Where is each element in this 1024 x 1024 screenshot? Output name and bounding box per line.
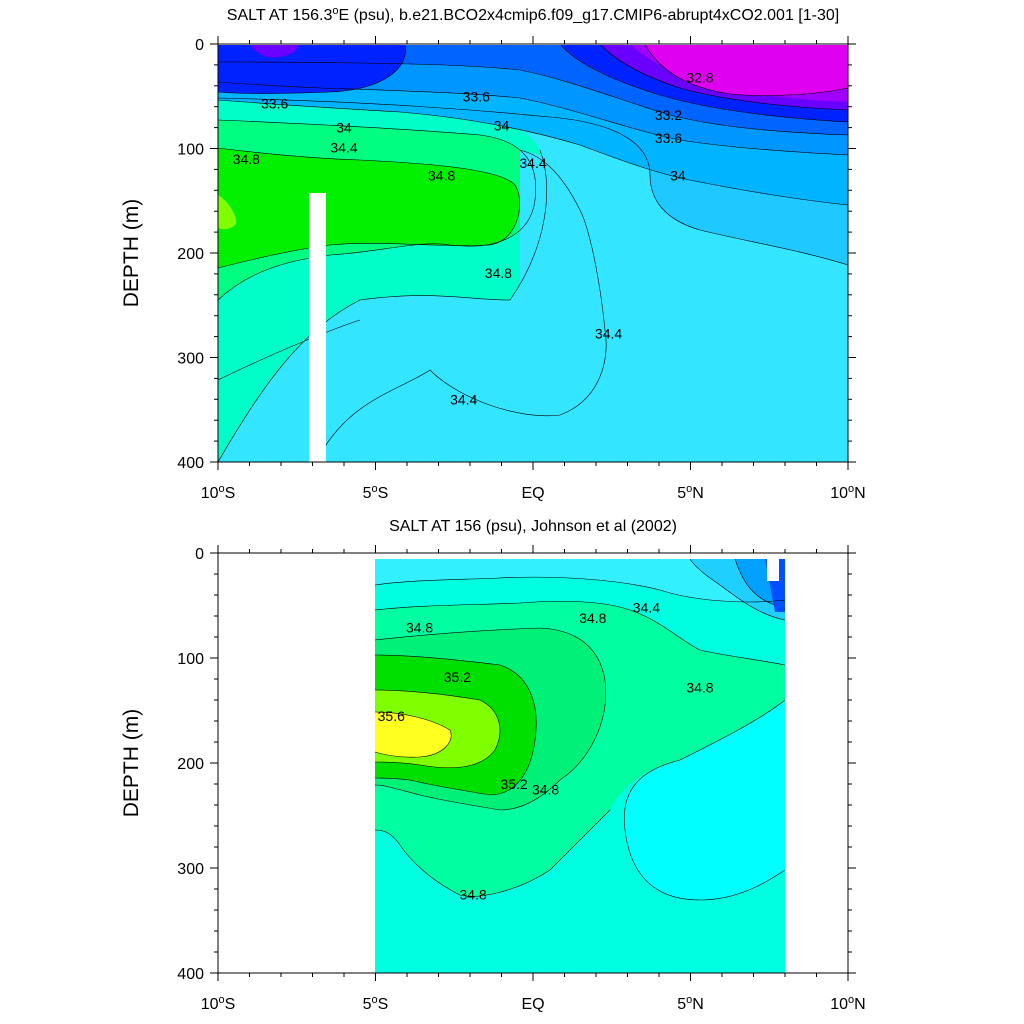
contour-label: 34.4	[450, 391, 477, 407]
x-tick-label: 5oS	[363, 483, 389, 502]
panel-model-fill	[218, 44, 848, 462]
contour-label: 34.8	[579, 610, 606, 626]
panel-model-title: SALT AT 156.3oE (psu), b.e21.BCO2x4cmip6…	[227, 5, 839, 24]
panel-obs-contour-labels: 34.8 34.8 34.4 35.2 35.6 35.2 34.8 34.8 34.8	[378, 600, 714, 903]
fill-35-2	[218, 195, 237, 230]
y-tick-label: 200	[177, 756, 204, 773]
fill-34-4-right	[520, 150, 848, 462]
panel-obs-fill	[374, 558, 786, 973]
obs-gap	[767, 559, 779, 581]
panel-obs: SALT AT 156 (psu), Johnson et al (2002)	[120, 518, 866, 1013]
fill-32-8	[645, 44, 848, 96]
contour-label: 34.8	[406, 620, 433, 636]
fill-obs-35-6	[375, 712, 452, 758]
contour-label: 34.8	[460, 886, 487, 902]
fill-obs-34-4-right	[624, 700, 785, 900]
contour-lines-model	[218, 44, 848, 462]
x-tick-label: 10oS	[201, 483, 236, 502]
y-tick-label: 400	[177, 966, 204, 983]
contour-label: 34.4	[595, 325, 622, 341]
y-tick-label: 400	[177, 455, 204, 472]
x-tick-label: 5oN	[677, 994, 704, 1013]
contour-label: 34.8	[233, 151, 260, 167]
contour-label: 33.6	[655, 130, 682, 146]
x-tick-label: 5oS	[363, 994, 389, 1013]
panel-obs-title: SALT AT 156 (psu), Johnson et al (2002)	[389, 518, 677, 535]
panel-obs-ylabel: DEPTH (m)	[120, 709, 143, 818]
fill-33-2-left	[218, 44, 406, 94]
missing-data-column	[309, 193, 326, 462]
contour-label: 35.6	[378, 708, 405, 724]
x-tick-label: 10oN	[830, 483, 865, 502]
y-tick-label: 100	[177, 651, 204, 668]
contour-label: 34.4	[633, 600, 660, 616]
contour-label: 33.6	[261, 96, 288, 112]
contour-label: 34.8	[428, 168, 455, 184]
y-tick-label: 0	[195, 37, 204, 54]
contour-label: 34.4	[519, 155, 546, 171]
panel-obs-axes: 10oS 5oS EQ 5oN 10oN 0 100 200 300 400	[177, 545, 866, 1013]
y-tick-label: 300	[177, 861, 204, 878]
contour-label: 32.8	[686, 69, 713, 85]
contour-label: 34	[494, 118, 510, 134]
contour-label: 33.6	[463, 88, 490, 104]
panel-model-axes: 10oS 5oS EQ 5oN 10oN 0 100 200 300 400	[177, 36, 866, 502]
contour-label: 33.2	[655, 107, 682, 123]
x-tick-label: EQ	[521, 996, 544, 1013]
fill-obs-34-0	[735, 559, 775, 605]
panel-model: SALT AT 156.3oE (psu), b.e21.BCO2x4cmip6…	[120, 5, 866, 502]
contour-label: 34.8	[532, 781, 559, 797]
contour-label: 34.8	[485, 265, 512, 281]
fill-35-0	[218, 148, 520, 268]
panel-model-contour-labels: 33.63434.434.834.833.63434.434.834.434.4…	[233, 69, 714, 407]
contour-label: 34	[670, 168, 686, 184]
x-tick-label: 5oN	[677, 483, 704, 502]
contour-label: 34	[336, 120, 352, 136]
panel-model-ylabel: DEPTH (m)	[120, 199, 143, 308]
x-tick-label: 10oN	[830, 994, 865, 1013]
fill-obs-34-4-top	[375, 559, 785, 602]
x-tick-label: 10oS	[201, 994, 236, 1013]
contour-label: 34.8	[686, 679, 713, 695]
contour-label: 34.4	[330, 139, 357, 155]
contour-label: 35.2	[444, 669, 471, 685]
y-tick-label: 200	[177, 246, 204, 263]
y-tick-label: 100	[177, 142, 204, 159]
y-tick-label: 300	[177, 351, 204, 368]
fill-blob	[250, 44, 300, 58]
contour-lines-obs	[374, 558, 786, 901]
y-tick-label: 0	[195, 546, 204, 563]
contour-label: 35.2	[500, 776, 527, 792]
x-tick-label: EQ	[521, 485, 544, 502]
